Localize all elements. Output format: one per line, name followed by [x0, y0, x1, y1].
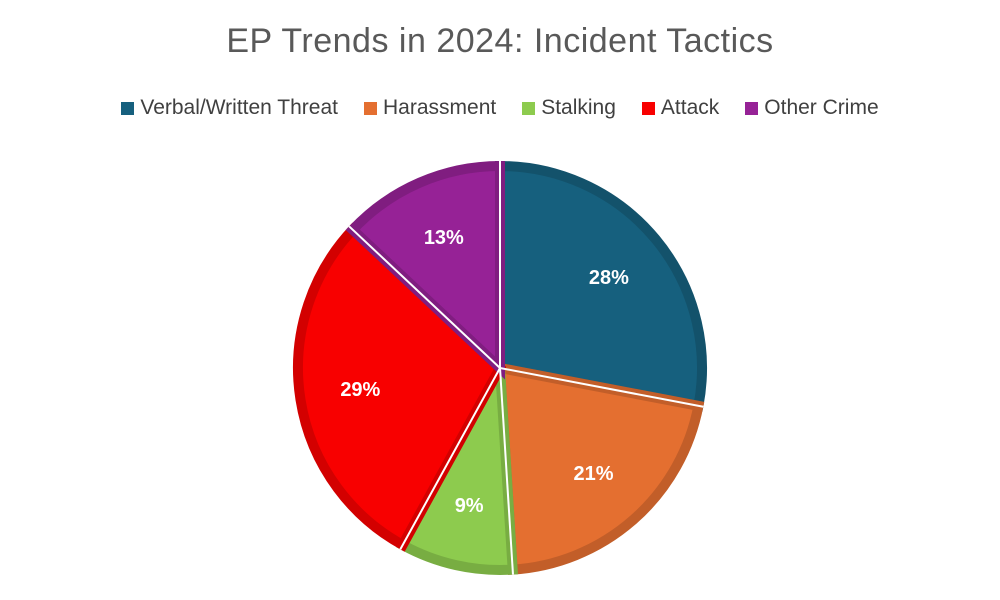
- slice-separator: [399, 367, 501, 550]
- pie-slice-verbal-written-threat: [495, 160, 707, 412]
- legend-item-attack: Attack: [641, 96, 720, 120]
- legend: Verbal/Written Threat Harassment Stalkin…: [0, 96, 1000, 120]
- chart-title: EP Trends in 2024: Incident Tactics: [226, 22, 774, 60]
- legend-label: Other Crime: [764, 96, 879, 119]
- data-label-stalking: 9%: [455, 495, 484, 517]
- pie-slice-other-crime: [345, 160, 505, 380]
- legend-label: Stalking: [541, 96, 616, 119]
- slice-separator: [499, 367, 514, 575]
- legend-item-harassment: Harassment: [364, 96, 496, 120]
- slice-separator: [348, 225, 501, 369]
- data-label-attack: 29%: [340, 379, 380, 401]
- data-label-other-crime: 13%: [424, 227, 464, 249]
- legend-item-verbal-written-threat: Verbal/Written Threat: [121, 96, 338, 120]
- legend-swatch: [364, 101, 377, 115]
- pie-slice-attack: [293, 222, 507, 552]
- data-label-harassment: 21%: [573, 463, 613, 485]
- pie-slice-harassment: [494, 361, 705, 575]
- legend-label: Harassment: [383, 96, 497, 119]
- data-label-verbal-written-threat: 28%: [589, 267, 629, 289]
- slice-separator: [499, 367, 704, 408]
- legend-swatch: [641, 101, 655, 115]
- legend-item-stalking: Stalking: [522, 96, 616, 120]
- legend-label: Verbal/Written Threat: [140, 96, 338, 119]
- legend-swatch: [745, 101, 759, 115]
- legend-item-other-crime: Other Crime: [745, 96, 879, 120]
- legend-label: Attack: [660, 96, 720, 119]
- legend-swatch: [121, 101, 135, 115]
- legend-swatch: [522, 101, 536, 115]
